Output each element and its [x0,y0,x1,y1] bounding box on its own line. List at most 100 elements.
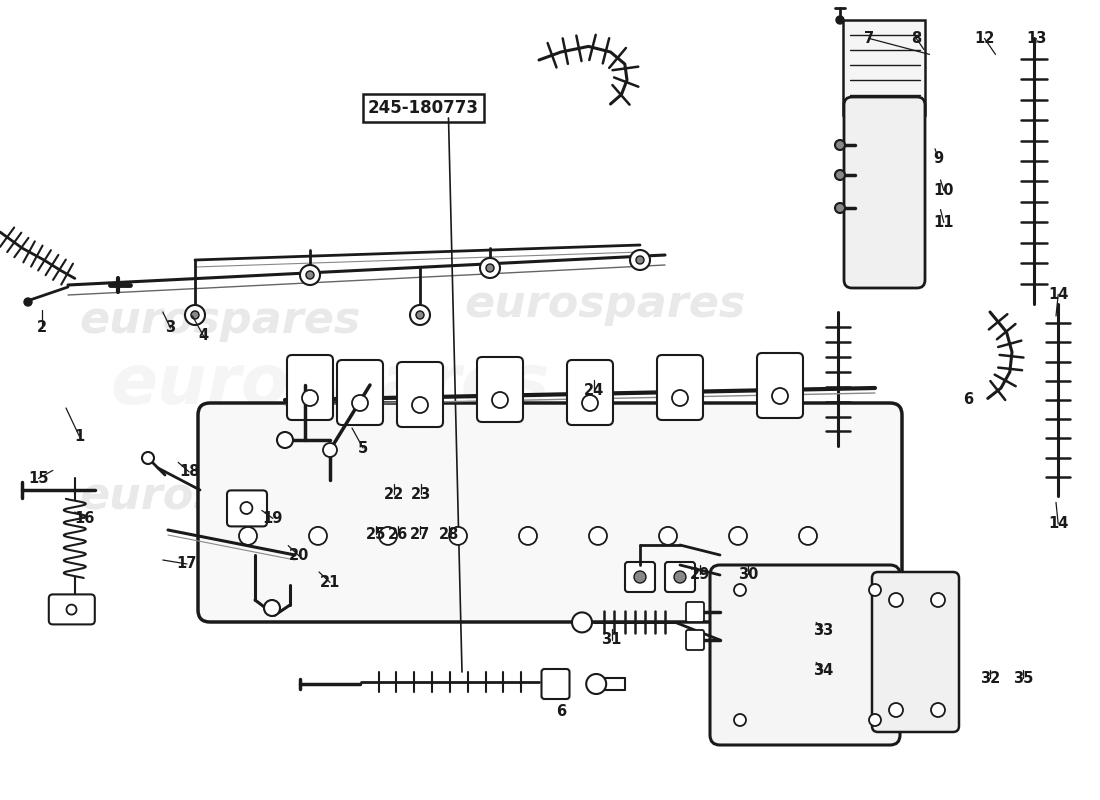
FancyBboxPatch shape [198,403,902,622]
FancyBboxPatch shape [657,355,703,420]
Circle shape [264,600,280,616]
Circle shape [634,571,646,583]
Circle shape [799,527,817,545]
Text: 33: 33 [813,623,833,638]
Circle shape [277,432,293,448]
Circle shape [729,527,747,545]
Circle shape [302,390,318,406]
Circle shape [410,305,430,325]
Text: 10: 10 [934,183,954,198]
Text: 27: 27 [410,527,430,542]
Text: 14: 14 [1048,517,1068,531]
Circle shape [191,311,199,319]
Text: eurospares: eurospares [79,298,361,342]
Text: 5: 5 [358,441,368,455]
Circle shape [835,140,845,150]
Circle shape [323,443,337,457]
FancyBboxPatch shape [477,357,522,422]
Circle shape [306,271,313,279]
FancyBboxPatch shape [625,562,654,592]
Circle shape [586,674,606,694]
Text: 19: 19 [263,511,283,526]
Text: 30: 30 [738,567,758,582]
Text: 4: 4 [198,329,209,343]
Circle shape [836,16,844,24]
Text: 24: 24 [584,383,604,398]
Text: eurospares: eurospares [464,418,746,462]
Circle shape [588,527,607,545]
Text: 245-180773: 245-180773 [368,99,478,117]
Text: 1: 1 [74,429,85,443]
Text: 12: 12 [975,31,994,46]
Circle shape [412,397,428,413]
Text: 11: 11 [934,215,954,230]
Text: 23: 23 [411,487,431,502]
FancyBboxPatch shape [686,602,704,622]
Circle shape [630,250,650,270]
Text: 35: 35 [1013,671,1033,686]
Text: eurospares: eurospares [464,282,746,326]
Text: 25: 25 [366,527,386,542]
Circle shape [889,593,903,607]
Text: 18: 18 [179,465,199,479]
Circle shape [734,584,746,596]
Circle shape [492,392,508,408]
Text: 13: 13 [1026,31,1046,46]
FancyBboxPatch shape [541,669,570,699]
Text: 8: 8 [911,31,922,46]
Text: 20: 20 [289,549,309,563]
Circle shape [572,613,592,632]
Circle shape [672,390,688,406]
Text: 29: 29 [690,567,710,582]
FancyBboxPatch shape [686,630,704,650]
FancyBboxPatch shape [666,562,695,592]
Circle shape [869,584,881,596]
FancyBboxPatch shape [757,353,803,418]
Circle shape [185,305,205,325]
Text: 6: 6 [962,393,974,407]
Circle shape [66,605,77,614]
Circle shape [674,571,686,583]
Circle shape [416,311,424,319]
Circle shape [239,527,257,545]
Text: 28: 28 [439,527,459,542]
Text: 21: 21 [320,575,340,590]
Text: 22: 22 [384,487,404,502]
Circle shape [449,527,468,545]
Circle shape [480,258,501,278]
Text: 17: 17 [177,557,197,571]
Circle shape [486,264,494,272]
FancyBboxPatch shape [397,362,443,427]
Circle shape [309,527,327,545]
Text: 34: 34 [813,663,833,678]
Text: 15: 15 [29,471,48,486]
Text: 31: 31 [602,633,621,647]
Text: 7: 7 [864,31,874,46]
Text: 2: 2 [36,321,47,335]
FancyBboxPatch shape [844,97,925,288]
Circle shape [519,527,537,545]
FancyBboxPatch shape [337,360,383,425]
Circle shape [636,256,644,264]
Text: 6: 6 [556,705,566,719]
Circle shape [931,703,945,717]
Circle shape [659,527,676,545]
Circle shape [734,714,746,726]
Bar [843,20,925,115]
FancyBboxPatch shape [227,490,267,526]
Circle shape [241,502,252,514]
Circle shape [24,298,32,306]
Text: 32: 32 [980,671,1000,686]
Circle shape [889,703,903,717]
Text: 26: 26 [388,527,408,542]
Text: eurospares: eurospares [79,474,361,518]
FancyBboxPatch shape [710,565,900,745]
FancyBboxPatch shape [872,572,959,732]
FancyBboxPatch shape [287,355,333,420]
Circle shape [869,714,881,726]
Circle shape [379,527,397,545]
Circle shape [835,203,845,213]
Circle shape [142,452,154,464]
Circle shape [300,265,320,285]
Text: 14: 14 [1048,287,1068,302]
